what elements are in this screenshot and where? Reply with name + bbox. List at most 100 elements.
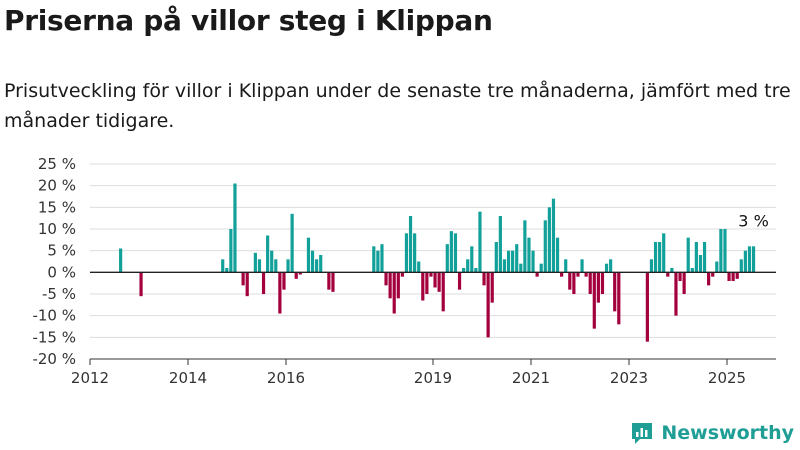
bar — [413, 233, 417, 273]
bar — [698, 255, 703, 273]
bar — [290, 213, 294, 273]
bar — [486, 272, 490, 338]
bar — [433, 272, 437, 288]
bar — [376, 250, 380, 273]
bar — [707, 272, 711, 286]
y-tick-label: -20 % — [32, 350, 76, 368]
bar — [315, 259, 319, 273]
bar — [751, 246, 756, 273]
latest-value-label: 3 % — [738, 211, 768, 230]
bar — [502, 259, 507, 273]
bar — [662, 233, 666, 273]
bar — [233, 183, 237, 273]
bar — [282, 272, 286, 290]
bar — [694, 242, 698, 273]
bar — [221, 259, 225, 273]
bar — [515, 244, 519, 273]
bar — [466, 259, 470, 273]
x-tick-label: 2019 — [414, 369, 452, 387]
bar — [453, 233, 458, 273]
bar — [441, 272, 445, 312]
bar — [462, 268, 466, 273]
bar — [555, 237, 560, 273]
y-tick-label: 0 % — [47, 263, 76, 281]
bar — [429, 272, 433, 277]
y-tick-label: -10 % — [32, 307, 76, 325]
bar — [449, 231, 453, 273]
bar — [274, 259, 278, 273]
bar — [560, 272, 564, 277]
bar — [257, 259, 262, 273]
bar — [674, 272, 678, 316]
bar — [298, 272, 302, 275]
x-tick-label: 2023 — [610, 369, 648, 387]
bar — [711, 272, 715, 277]
bar — [139, 272, 143, 297]
bar — [119, 248, 123, 273]
bar — [253, 252, 257, 273]
brand-name: Newsworthy — [661, 422, 794, 444]
bar — [739, 259, 743, 273]
bar — [241, 272, 245, 286]
bar — [270, 250, 274, 273]
bar — [319, 255, 323, 273]
bar — [421, 272, 425, 301]
bar — [445, 244, 449, 273]
bar — [658, 242, 662, 273]
bar — [653, 242, 658, 273]
x-tick-label: 2012 — [71, 369, 109, 387]
bar — [645, 272, 649, 342]
bar — [690, 268, 694, 273]
bar — [613, 272, 617, 312]
bar — [731, 272, 735, 281]
bar — [490, 272, 494, 303]
y-tick-label: -5 % — [42, 285, 76, 303]
bar — [388, 272, 392, 299]
gridlines — [90, 163, 776, 360]
x-tick-label: 2016 — [267, 369, 305, 387]
annotations: 3 % — [738, 211, 768, 230]
bar — [229, 229, 233, 273]
bar — [588, 272, 592, 294]
bar — [331, 272, 335, 292]
bar — [384, 272, 388, 286]
bar — [576, 272, 580, 277]
bar — [400, 272, 404, 277]
bar — [527, 237, 531, 273]
bar — [572, 272, 576, 294]
bar — [306, 237, 311, 273]
bar — [498, 216, 502, 273]
x-tick-label: 2021 — [512, 369, 550, 387]
y-tick-label: 25 % — [38, 155, 76, 173]
bar — [649, 259, 654, 273]
bar — [747, 246, 752, 273]
bar-chart: -20 % -15 % -10 % -5 % 0 % 5 % 10 % 15 % 20 % 25 … — [32, 155, 776, 387]
bar — [547, 207, 551, 273]
bar — [539, 263, 543, 273]
bar — [682, 272, 686, 294]
bar — [372, 246, 376, 273]
bar — [294, 272, 298, 279]
bar — [564, 259, 568, 273]
bar — [225, 268, 229, 273]
bar — [482, 272, 486, 286]
bar — [666, 272, 670, 277]
bar — [600, 272, 605, 294]
bar — [437, 272, 441, 292]
bar — [543, 220, 547, 273]
bar — [719, 229, 723, 273]
bar — [580, 259, 584, 273]
bar — [470, 246, 474, 273]
bar — [245, 272, 249, 297]
bar — [743, 250, 747, 273]
bar — [670, 268, 674, 273]
x-tick-label: 2014 — [169, 369, 207, 387]
bar — [286, 259, 290, 273]
y-tick-label: 15 % — [38, 198, 76, 216]
bar — [735, 272, 739, 279]
bar — [523, 220, 527, 273]
y-tick-label: 10 % — [38, 220, 76, 238]
bar — [327, 272, 331, 290]
bar — [535, 272, 539, 277]
bar — [478, 211, 482, 273]
